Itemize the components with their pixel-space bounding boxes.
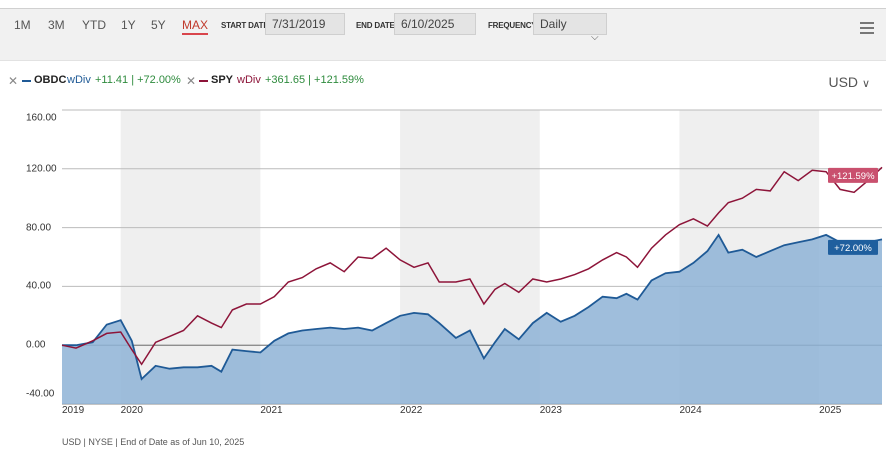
x-tick-label: 2025: [819, 405, 842, 416]
x-tick-label: 2024: [679, 405, 702, 416]
chevron-down-icon: ⌵: [591, 32, 599, 43]
y-tick-label: 120.00: [26, 163, 57, 175]
range-5y[interactable]: 5Y: [151, 18, 166, 32]
end-date-label: END DATE: [356, 21, 395, 30]
top-border: [0, 0, 886, 9]
range-ytd[interactable]: YTD: [82, 18, 106, 32]
spy-line: [61, 166, 883, 366]
start-date-input[interactable]: 7/31/2019: [265, 13, 345, 35]
range-1y[interactable]: 1Y: [121, 18, 136, 32]
obdc-swatch: [22, 80, 31, 82]
obdc-area: [62, 234, 882, 404]
obdc-ticker: OBDC: [34, 74, 67, 86]
spy-badge-label: +121.59%: [831, 171, 875, 182]
x-tick-label: 2021: [260, 405, 283, 416]
frequency-select[interactable]: Daily: [533, 13, 607, 35]
y-tick-label: 40.00: [26, 280, 52, 292]
menu-icon[interactable]: [860, 22, 874, 37]
obdc-badge: [828, 239, 878, 255]
remove-spy-icon[interactable]: ✕: [186, 74, 197, 88]
x-tick-label: 2019: [62, 405, 85, 416]
obdc-div: wDiv: [67, 74, 91, 86]
end-date-input[interactable]: 6/10/2025: [394, 13, 476, 35]
obdc-line: [62, 233, 883, 381]
range-1m[interactable]: 1M: [14, 18, 31, 32]
y-tick-label: 80.00: [26, 222, 52, 234]
spy-swatch: [199, 80, 208, 82]
footer-note: USD | NYSE | End of Date as of Jun 10, 2…: [62, 437, 245, 447]
frequency-label: FREQUENCY: [488, 21, 537, 30]
range-max[interactable]: MAX: [182, 18, 209, 35]
remove-obdc-icon[interactable]: ✕: [8, 74, 19, 88]
x-tick-label: 2020: [120, 405, 143, 416]
frequency-value: Daily: [540, 17, 567, 31]
obdc-stats: +11.41 | +72.00%: [95, 74, 181, 86]
y-tick-label: -40.00: [26, 388, 55, 400]
spy-div: wDiv: [237, 74, 261, 86]
spy-stats: +361.65 | +121.59%: [265, 74, 364, 86]
spy-ticker: SPY: [211, 74, 234, 86]
start-date-label: START DATE: [221, 21, 269, 30]
x-tick-label: 2022: [400, 405, 423, 416]
obdc-badge-label: +72.00%: [834, 243, 872, 254]
x-tick-label: 2023: [539, 405, 562, 416]
y-tick-label: 160.00: [26, 112, 57, 124]
spy-badge: [828, 167, 878, 183]
currency-select[interactable]: USD ∨: [828, 74, 870, 90]
range-3m[interactable]: 3M: [48, 18, 65, 32]
chevron-down-icon: ∨: [861, 78, 870, 90]
currency-value: USD: [828, 74, 859, 90]
y-tick-label: 0.00: [26, 339, 46, 351]
